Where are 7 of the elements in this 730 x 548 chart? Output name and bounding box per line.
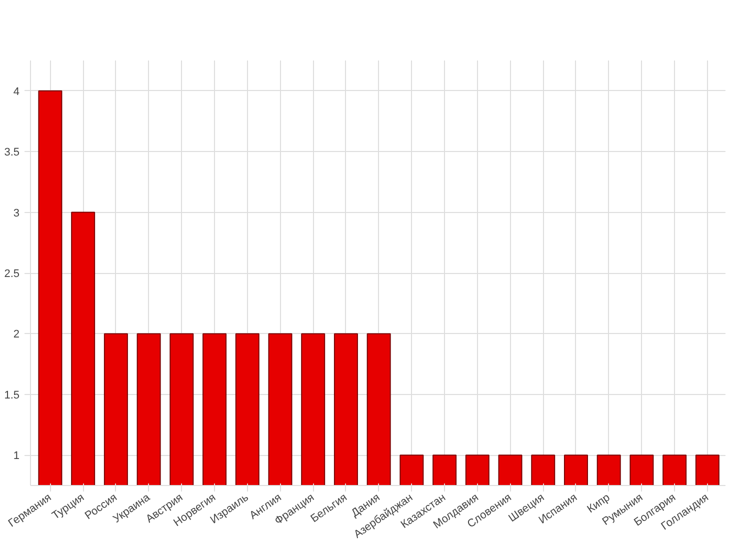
y-tick-label: 3.5 [4,146,20,159]
y-tick-label: 1.5 [4,389,20,402]
y-tick-label: 2 [13,328,20,341]
y-tick-label: 1 [13,450,20,462]
y-tick-label: 4 [13,86,20,98]
y-tick-label: 3 [13,207,20,220]
y-tick-label: 2.5 [4,268,20,280]
